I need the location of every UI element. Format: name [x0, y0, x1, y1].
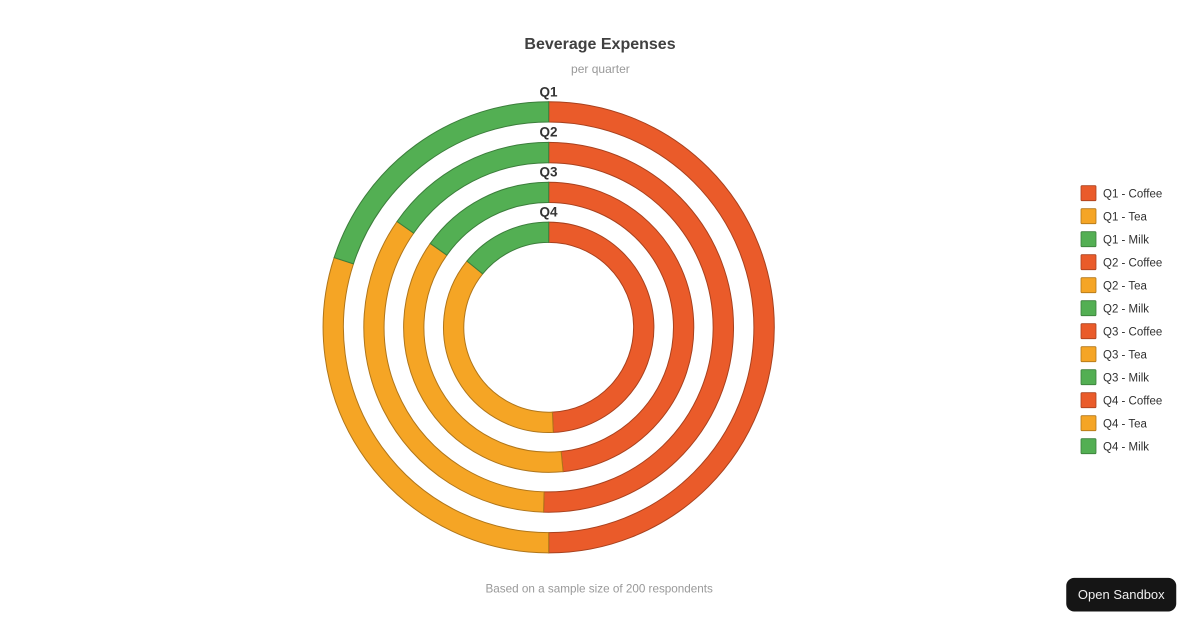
- svg-text:Q4 - Milk: Q4 - Milk: [1103, 441, 1149, 453]
- svg-text:Q1 - Milk: Q1 - Milk: [1103, 234, 1149, 246]
- svg-text:Q3 - Coffee: Q3 - Coffee: [1103, 326, 1162, 338]
- svg-text:Based on a sample size of 200: Based on a sample size of 200 respondent…: [485, 583, 713, 596]
- svg-text:Beverage Expenses: Beverage Expenses: [524, 36, 675, 53]
- svg-text:Q2 - Milk: Q2 - Milk: [1103, 303, 1149, 315]
- svg-text:Q2 - Tea: Q2 - Tea: [1103, 280, 1147, 292]
- svg-text:Q2 - Coffee: Q2 - Coffee: [1103, 257, 1162, 269]
- svg-text:Q1 - Coffee: Q1 - Coffee: [1103, 188, 1162, 200]
- svg-text:Q3 - Milk: Q3 - Milk: [1103, 372, 1149, 384]
- svg-text:Q3: Q3: [539, 164, 558, 179]
- svg-text:Q4: Q4: [539, 204, 558, 219]
- svg-text:Q1 - Tea: Q1 - Tea: [1103, 211, 1147, 223]
- svg-text:Q3 - Tea: Q3 - Tea: [1103, 349, 1147, 361]
- svg-text:Q4 - Tea: Q4 - Tea: [1103, 418, 1147, 430]
- svg-text:per quarter: per quarter: [571, 62, 630, 76]
- svg-text:Q4 - Coffee: Q4 - Coffee: [1103, 395, 1162, 407]
- svg-text:Q2: Q2: [539, 124, 557, 139]
- svg-text:Q1: Q1: [539, 84, 558, 99]
- svg-text:Open Sandbox: Open Sandbox: [1078, 587, 1165, 602]
